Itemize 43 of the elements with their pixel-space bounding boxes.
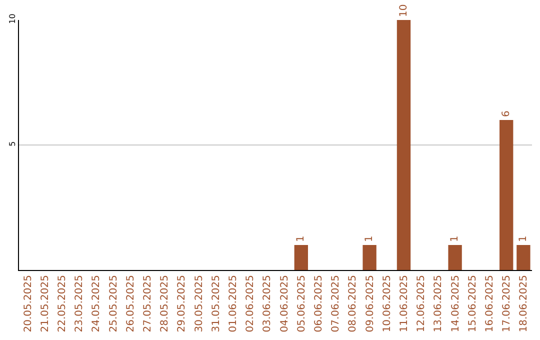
data-label: 1	[364, 236, 376, 242]
x-tick-label: 03.06.2025	[262, 275, 274, 332]
x-tick-label: 27.05.2025	[142, 275, 154, 332]
x-tick-label: 17.06.2025	[502, 275, 513, 332]
bar	[448, 245, 462, 270]
x-tick-label: 16.06.2025	[484, 275, 496, 332]
bar	[500, 120, 514, 270]
bar	[294, 245, 308, 270]
x-tick-label: 25.05.2025	[108, 275, 120, 332]
x-tick-label: 29.05.2025	[176, 275, 188, 332]
x-tick-label: 15.06.2025	[467, 275, 478, 332]
data-label: 1	[296, 236, 307, 242]
x-tick-label: 11.06.2025	[399, 275, 410, 332]
data-label: 1	[450, 236, 461, 242]
bar	[362, 245, 376, 270]
data-label: 10	[398, 4, 410, 17]
x-tick-label: 07.06.2025	[330, 275, 342, 332]
x-tick-label: 21.05.2025	[40, 275, 51, 332]
x-tick-label: 04.06.2025	[279, 275, 290, 332]
x-tick-label: 24.05.2025	[91, 275, 102, 332]
data-label: 1	[518, 236, 529, 242]
x-tick-label: 30.05.2025	[194, 275, 205, 332]
y-tick-label: 5	[8, 141, 17, 146]
x-tick-label: 09.06.2025	[364, 275, 376, 332]
x-tick-label: 08.06.2025	[348, 275, 359, 332]
x-tick-label: 26.05.2025	[125, 275, 136, 332]
x-tick-label: 31.05.2025	[210, 275, 222, 332]
x-tick-label: 14.06.2025	[450, 275, 462, 332]
x-tick-label: 22.05.2025	[57, 275, 68, 332]
bar	[396, 20, 411, 270]
x-tick-label: 06.06.2025	[314, 275, 324, 332]
bar	[516, 245, 530, 270]
x-tick-label: 28.05.2025	[160, 275, 171, 332]
data-label: 6	[500, 110, 512, 117]
x-tick-label: 01.06.2025	[228, 275, 239, 332]
x-tick-label: 20.05.2025	[22, 275, 34, 332]
x-tick-label: 02.06.2025	[245, 275, 256, 332]
x-tick-label: 18.06.2025	[518, 275, 530, 332]
x-tick-label: 12.06.2025	[416, 275, 428, 332]
x-tick-label: 23.05.2025	[74, 275, 86, 332]
x-tick-label: 10.06.2025	[382, 275, 393, 332]
x-tick-label: 13.06.2025	[433, 275, 444, 332]
x-tick-label: 05.06.2025	[296, 275, 308, 332]
